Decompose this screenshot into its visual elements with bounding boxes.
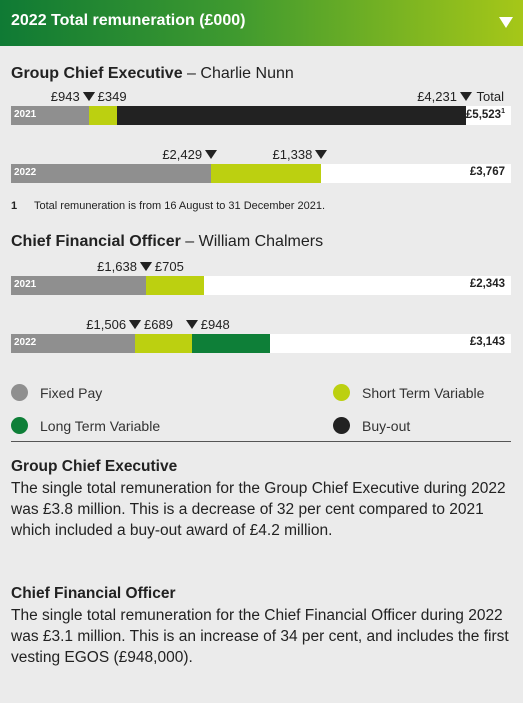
data-label-short-term-variable: £705 bbox=[139, 259, 184, 274]
data-label-text: £689 bbox=[144, 317, 173, 332]
bar-row-1-2021: 2021 £5,5231 bbox=[11, 106, 511, 125]
bar-segment-fixed-pay bbox=[11, 276, 146, 295]
legend-swatch bbox=[11, 417, 28, 434]
bar-total-value: £5,5231 bbox=[465, 108, 505, 121]
bar-segment-fixed-pay bbox=[11, 334, 136, 353]
header-banner: 2022 Total remuneration (£000) bbox=[0, 0, 523, 46]
pointer-down-icon bbox=[185, 320, 198, 329]
divider bbox=[11, 441, 511, 442]
legend-item-long-term-variable: Long Term Variable bbox=[11, 417, 160, 434]
summary-1-text: The single total remuneration for the Gr… bbox=[11, 480, 506, 539]
bar-total-value: £3,767 bbox=[469, 166, 505, 178]
summary-2-heading: Chief Financial Officer bbox=[11, 585, 176, 602]
data-label-long-term-variable: £948 bbox=[185, 317, 230, 332]
bar-row-2-2022: 2022 £3,143 bbox=[11, 334, 511, 353]
summary-2-text: The single total remuneration for the Ch… bbox=[11, 607, 509, 666]
data-label-text: £943 bbox=[50, 89, 80, 104]
legend-label: Buy-out bbox=[362, 417, 411, 434]
data-label-text: £2,429 bbox=[162, 147, 203, 162]
data-label-text: £1,338 bbox=[272, 147, 313, 162]
bar-row-1-2022: 2022 £3,767 bbox=[11, 164, 511, 183]
data-label-text: £349 bbox=[97, 89, 127, 104]
data-label-text: £705 bbox=[154, 259, 184, 274]
data-label-text: £4,231 bbox=[417, 89, 457, 104]
bar-segment-short-term-variable bbox=[145, 276, 204, 295]
header-title: 2022 Total remuneration (£000) bbox=[11, 12, 246, 29]
bar-total-value: £2,343 bbox=[469, 278, 505, 290]
bar-year-label: 2022 bbox=[14, 337, 37, 348]
bar-segment-short-term-variable bbox=[211, 164, 322, 183]
footnote-number: 1 bbox=[11, 200, 18, 212]
bar-segment-fixed-pay bbox=[11, 164, 212, 183]
pointer-down-icon bbox=[205, 150, 218, 159]
footnote-text: Total remuneration is from 16 August to … bbox=[33, 200, 326, 212]
total-column-heading: Total bbox=[476, 89, 504, 104]
legend-swatch bbox=[11, 384, 28, 401]
footnote: 1 Total remuneration is from 16 August t… bbox=[11, 200, 325, 212]
pointer-down-icon bbox=[459, 92, 472, 101]
pointer-down-icon bbox=[82, 92, 95, 101]
data-label-short-term-variable: £349 bbox=[82, 89, 127, 104]
footnote-marker: 1 bbox=[501, 108, 505, 115]
data-label-text: £1,638 bbox=[97, 259, 137, 274]
bar-segment-short-term-variable bbox=[135, 334, 192, 353]
legend-item-fixed-pay: Fixed Pay bbox=[11, 384, 102, 401]
chart-1-title: Group Chief Executive – Charlie Nunn bbox=[11, 65, 294, 83]
bar-year-label: 2021 bbox=[14, 279, 37, 290]
data-label-buy-out: £4,231 bbox=[417, 89, 472, 104]
pointer-down-icon bbox=[129, 320, 142, 329]
data-label-text: £948 bbox=[200, 317, 230, 332]
chart-2-role: Chief Financial Officer bbox=[11, 233, 181, 250]
data-label-short-term-variable: £689 bbox=[129, 317, 173, 332]
chart-2-title: Chief Financial Officer – William Chalme… bbox=[11, 233, 323, 251]
legend-swatch bbox=[333, 417, 350, 434]
bar-row-2-2021: 2021 £2,343 bbox=[11, 276, 511, 295]
legend-item-buy-out: Buy-out bbox=[333, 417, 410, 434]
collapse-toggle-icon[interactable] bbox=[499, 17, 513, 28]
bar-year-label: 2021 bbox=[14, 109, 37, 120]
legend-swatch bbox=[333, 384, 350, 401]
legend-label: Short Term Variable bbox=[362, 384, 485, 401]
bar-segment-long-term-variable bbox=[191, 334, 270, 353]
chart-1-person: – Charlie Nunn bbox=[187, 65, 294, 82]
chart-1-role: Group Chief Executive bbox=[11, 65, 183, 82]
legend-label: Fixed Pay bbox=[40, 384, 103, 401]
pointer-down-icon bbox=[139, 262, 152, 271]
bar-segment-short-term-variable bbox=[88, 106, 118, 125]
legend-item-short-term-variable: Short Term Variable bbox=[333, 384, 484, 401]
bar-segment-fixed-pay bbox=[11, 106, 89, 125]
bar-year-label: 2022 bbox=[14, 167, 37, 178]
legend-label: Long Term Variable bbox=[40, 417, 161, 434]
summary-1-heading: Group Chief Executive bbox=[11, 458, 178, 475]
chart-2-person: – William Chalmers bbox=[185, 233, 324, 250]
data-label-fixed-pay: £2,429 bbox=[162, 147, 218, 162]
data-label-text: £1,506 bbox=[86, 317, 127, 332]
pointer-down-icon bbox=[315, 150, 328, 159]
data-label-short-term-variable: £1,338 bbox=[273, 147, 328, 162]
bar-segment-buy-out bbox=[117, 106, 466, 125]
bar-total-value: £3,143 bbox=[469, 336, 505, 348]
